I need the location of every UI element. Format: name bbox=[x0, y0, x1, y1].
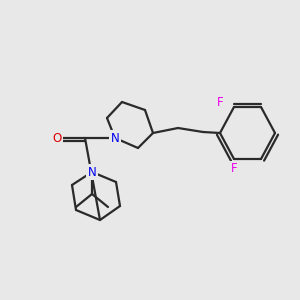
Text: N: N bbox=[88, 166, 96, 178]
Text: F: F bbox=[231, 163, 237, 176]
Text: N: N bbox=[111, 131, 119, 145]
Text: F: F bbox=[217, 97, 223, 110]
Text: O: O bbox=[52, 131, 62, 145]
